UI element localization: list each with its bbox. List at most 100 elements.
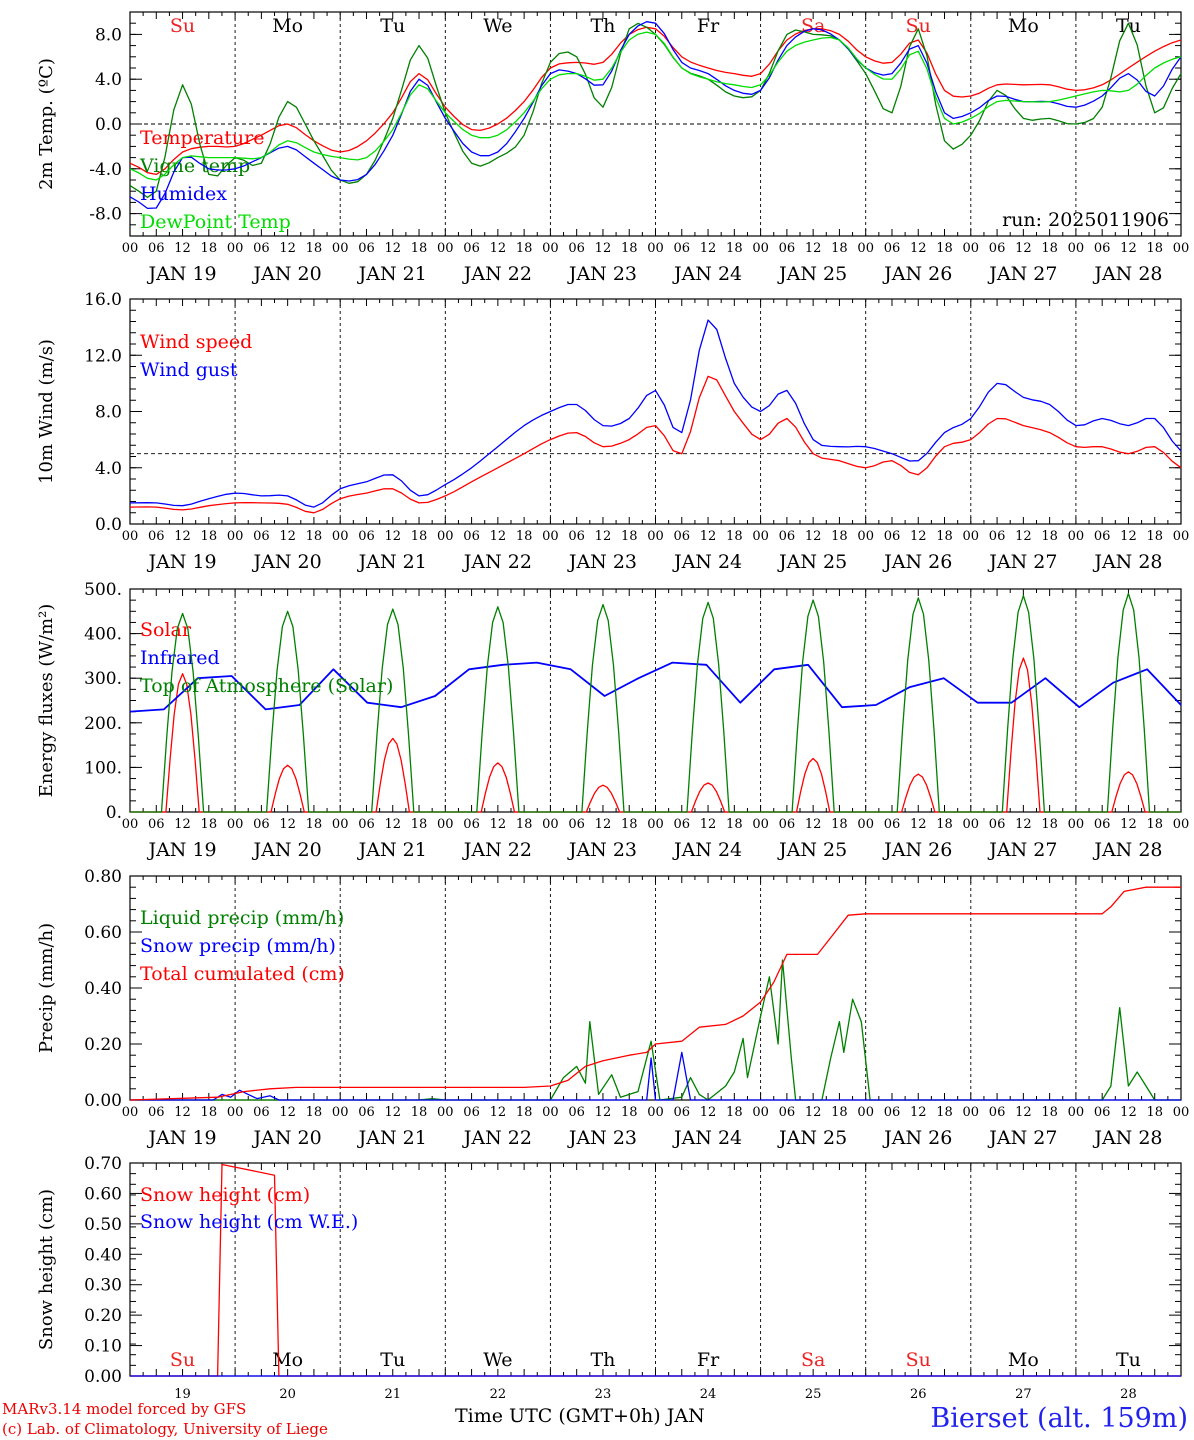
y-tick-label: 0.0 xyxy=(95,515,122,535)
hour-tick-label: 00 xyxy=(332,1105,349,1120)
weekday-label: Fr xyxy=(697,15,720,37)
y-tick-label: 4.0 xyxy=(95,70,122,90)
hour-tick-label: 18 xyxy=(726,529,743,544)
hour-tick-label: 06 xyxy=(358,817,375,832)
weekday-label: Mo xyxy=(272,15,303,37)
date-label: JAN 24 xyxy=(672,551,742,573)
hour-tick-label: 12 xyxy=(490,241,507,256)
hour-tick-label: 18 xyxy=(936,241,953,256)
y-axis-label: Energy fluxes (W/m²) xyxy=(36,604,57,798)
y-tick-label: 0. xyxy=(106,803,122,823)
hour-tick-label: 12 xyxy=(279,241,296,256)
hour-tick-label: 12 xyxy=(700,241,717,256)
date-label: JAN 20 xyxy=(252,839,322,861)
hour-tick-label: 18 xyxy=(516,529,533,544)
date-label: JAN 20 xyxy=(252,551,322,573)
hour-tick-label: 00 xyxy=(963,529,980,544)
hour-tick-label: 18 xyxy=(411,241,428,256)
hour-tick-label: 12 xyxy=(910,241,927,256)
hour-tick-label: 00 xyxy=(1173,1105,1190,1120)
hour-tick-label: 06 xyxy=(358,529,375,544)
hour-tick-label: 18 xyxy=(726,241,743,256)
date-label: JAN 24 xyxy=(672,1127,742,1149)
hour-tick-label: 12 xyxy=(595,1105,612,1120)
hour-tick-label: 18 xyxy=(1146,529,1163,544)
weekday-label: We xyxy=(483,1349,512,1371)
hour-tick-label: 12 xyxy=(1120,817,1137,832)
y-tick-label: 0.00 xyxy=(84,1367,122,1387)
hour-tick-label: 18 xyxy=(621,1105,638,1120)
hour-tick-label: 12 xyxy=(279,1105,296,1120)
hour-tick-label: 12 xyxy=(1015,817,1032,832)
hour-tick-label: 06 xyxy=(884,817,901,832)
hour-tick-label: 12 xyxy=(490,1105,507,1120)
hour-tick-label: 18 xyxy=(306,817,323,832)
hour-tick-label: 18 xyxy=(726,817,743,832)
date-label: JAN 20 xyxy=(252,263,322,285)
hour-tick-label: 00 xyxy=(857,817,874,832)
hour-tick-label: 06 xyxy=(884,1105,901,1120)
hour-tick-label: 18 xyxy=(201,529,218,544)
y-tick-label: 0.10 xyxy=(84,1337,122,1357)
date-label: JAN 25 xyxy=(777,263,847,285)
hour-tick-label: 00 xyxy=(437,241,454,256)
hour-tick-label: 12 xyxy=(595,817,612,832)
hour-tick-label: 06 xyxy=(148,241,165,256)
y-tick-label: 300. xyxy=(84,669,122,689)
hour-tick-label: 00 xyxy=(227,241,244,256)
hour-tick-label: 06 xyxy=(463,529,480,544)
hour-tick-label: 00 xyxy=(437,1105,454,1120)
hour-tick-label: 18 xyxy=(201,241,218,256)
hour-tick-label: 12 xyxy=(1015,1105,1032,1120)
date-label: JAN 27 xyxy=(987,263,1057,285)
day-number-label: 25 xyxy=(805,1387,822,1402)
y-tick-label: 0.00 xyxy=(84,1091,122,1111)
y-axis-label: 2m Temp. (ºC) xyxy=(36,58,57,190)
y-tick-label: 500. xyxy=(84,580,122,600)
hour-tick-label: 00 xyxy=(1068,241,1085,256)
hour-tick-label: 18 xyxy=(1146,817,1163,832)
y-tick-label: 400. xyxy=(84,625,122,645)
hour-tick-label: 06 xyxy=(779,529,796,544)
hour-tick-label: 00 xyxy=(752,817,769,832)
hour-tick-label: 00 xyxy=(1068,529,1085,544)
date-label: JAN 21 xyxy=(357,1127,427,1149)
legend-top-of-atmosphere-solar: Top of Atmosphere (Solar) xyxy=(140,675,393,697)
series-wind-speed xyxy=(129,375,1182,514)
series-humidex xyxy=(129,21,1182,210)
hour-tick-label: 12 xyxy=(1120,241,1137,256)
legend-dewpoint-temp: DewPoint Temp xyxy=(140,211,291,233)
legend-infrared: Infrared xyxy=(140,647,220,669)
hour-tick-label: 18 xyxy=(306,529,323,544)
hour-tick-label: 18 xyxy=(831,1105,848,1120)
hour-tick-label: 12 xyxy=(595,529,612,544)
legend-wind-speed: Wind speed xyxy=(140,331,252,353)
hour-tick-label: 06 xyxy=(148,1105,165,1120)
date-label: JAN 24 xyxy=(672,263,742,285)
date-label: JAN 25 xyxy=(777,1127,847,1149)
hour-tick-label: 06 xyxy=(779,1105,796,1120)
hour-tick-label: 00 xyxy=(647,817,664,832)
hour-tick-label: 06 xyxy=(463,1105,480,1120)
weekday-label: Mo xyxy=(1008,1349,1039,1371)
day-number-label: 24 xyxy=(700,1387,717,1402)
hour-tick-label: 18 xyxy=(201,817,218,832)
date-label: JAN 19 xyxy=(146,263,216,285)
panel-temperature: 8.0 4.0 0.0 -4.0 -8.0 2m Temp. (ºC) 00 06 12 18 00… xyxy=(36,11,1189,285)
hour-tick-label: 06 xyxy=(463,241,480,256)
weekday-label: Su xyxy=(170,1349,195,1371)
hour-tick-label: 00 xyxy=(227,529,244,544)
y-tick-label: 0.20 xyxy=(84,1306,122,1326)
hour-tick-label: 12 xyxy=(384,1105,401,1120)
y-tick-label: 0.20 xyxy=(84,1035,122,1055)
date-label: JAN 27 xyxy=(987,839,1057,861)
weekday-label: Tu xyxy=(380,15,405,37)
hour-tick-label: 18 xyxy=(411,817,428,832)
date-label: JAN 19 xyxy=(146,839,216,861)
hour-tick-label: 18 xyxy=(411,529,428,544)
hour-tick-label: 18 xyxy=(1041,817,1058,832)
hour-tick-label: 00 xyxy=(752,529,769,544)
y-tick-label: 0.60 xyxy=(84,1184,122,1204)
y-tick-label: 16.0 xyxy=(84,290,122,310)
hour-tick-label: 00 xyxy=(332,529,349,544)
